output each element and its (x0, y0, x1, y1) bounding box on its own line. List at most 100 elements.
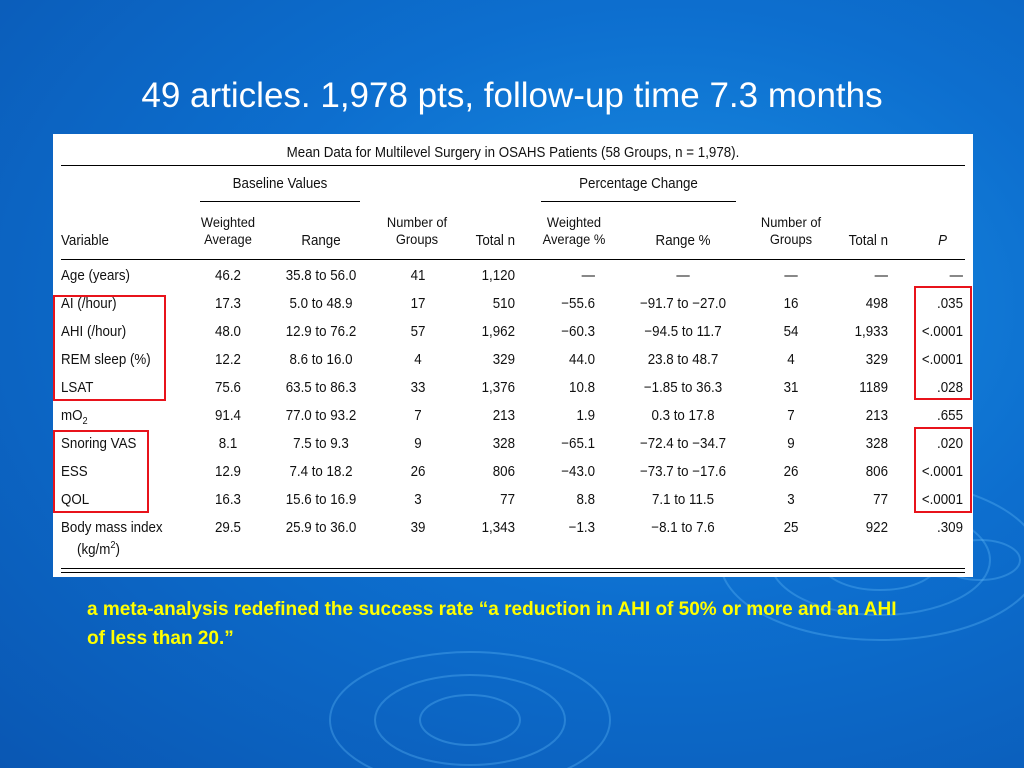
caption-text: a meta-analysis redefined the success ra… (87, 599, 897, 649)
col-header-total-n-2: Total n (848, 233, 888, 249)
table-cell-groups: 33 (410, 380, 426, 396)
percentage-group-rule (541, 201, 736, 202)
data-table: Mean Data for Multilevel Surgery in OSAH… (53, 134, 973, 577)
table-cell-total2: 1189 (859, 380, 888, 396)
table-cell-groups: 4 (414, 352, 422, 368)
table-cell-wavg: 91.4 (215, 408, 241, 424)
table-cell-groups: 41 (410, 268, 426, 284)
table-cell-total: 1,120 (481, 268, 515, 284)
table-cell-wavg-pct: −65.1 (561, 436, 595, 452)
table-cell-range-pct: −8.1 to 7.6 (651, 520, 715, 536)
table-cell-range-pct: −72.4 to −34.7 (639, 436, 727, 452)
table-cell-range-pct: — (676, 268, 690, 284)
table-cell-variable: QOL (61, 492, 90, 508)
table-title: Mean Data for Multilevel Surgery in OSAH… (286, 145, 740, 161)
table-cell-total2: 213 (865, 408, 888, 424)
table-cell-groups: 3 (414, 492, 422, 508)
table-cell-range-pct: −94.5 to 11.7 (644, 324, 722, 340)
table-cell-groups: 17 (410, 296, 426, 312)
slide-title: 49 articles. 1,978 pts, follow-up time 7… (141, 76, 883, 115)
table-cell-wavg-pct: −60.3 (561, 324, 595, 340)
table-cell-range: 15.6 to 16.9 (285, 492, 357, 508)
table-cell-total: 806 (492, 464, 515, 480)
col-header-total-n: Total n (475, 233, 515, 249)
table-cell-total2: 806 (865, 464, 888, 480)
table-cell-range: 77.0 to 93.2 (285, 408, 357, 424)
table-cell-p: .020 (937, 436, 963, 452)
table-cell-wavg: 48.0 (215, 324, 241, 340)
table-cell-p: <.0001 (921, 492, 963, 508)
table-cell-total: 213 (492, 408, 515, 424)
table-cell-groups2: 54 (783, 324, 799, 340)
table-cell-p: <.0001 (921, 324, 963, 340)
table-cell-groups2: 7 (787, 408, 795, 424)
table-cell-wavg: 8.1 (218, 436, 238, 452)
table-cell-variable: AHI (/hour) (61, 324, 127, 340)
table-cell-groups2: 3 (787, 492, 795, 508)
table-cell-range-pct: −91.7 to −27.0 (639, 296, 727, 312)
table-cell-groups2: — (784, 268, 798, 284)
baseline-group-rule (200, 201, 360, 202)
col-header-number-of-groups-2: Number of Groups (760, 214, 822, 247)
table-cell-p: .655 (937, 408, 963, 424)
table-cell-total2: 498 (865, 296, 888, 312)
table-cell-groups: 7 (414, 408, 422, 424)
table-cell-wavg-pct: 10.8 (569, 380, 595, 396)
table-cell-p: — (949, 268, 963, 284)
table-cell-wavg-pct: — (581, 268, 595, 284)
col-header-weighted-average-pct: Weighted Average % (542, 214, 606, 247)
table-cell-total2: 329 (865, 352, 888, 368)
table-cell-groups2: 31 (783, 380, 799, 396)
table-cell-groups2: 26 (783, 464, 799, 480)
bottom-rule-1 (61, 568, 965, 569)
table-cell-wavg-pct: 44.0 (569, 352, 595, 368)
table-cell-variable: ESS (61, 464, 88, 480)
table-cell-total: 328 (492, 436, 515, 452)
col-header-range: Range (301, 233, 341, 249)
table-cell-range: 12.9 to 76.2 (285, 324, 357, 340)
table-cell-total2: 328 (865, 436, 888, 452)
table-cell-groups: 39 (410, 520, 426, 536)
table-cell-total: 329 (492, 352, 515, 368)
table-cell-variable: Body mass index (61, 520, 163, 536)
table-cell-variable: LSAT (61, 380, 94, 396)
table-cell-range: 7.5 to 9.3 (293, 436, 349, 452)
table-cell-wavg-pct: −43.0 (561, 464, 595, 480)
baseline-values-header: Baseline Values (232, 176, 328, 192)
table-cell-groups2: 9 (787, 436, 795, 452)
table-cell-wavg: 75.6 (215, 380, 241, 396)
table-cell-variable: Snoring VAS (61, 436, 137, 452)
table-cell-wavg: 29.5 (215, 520, 241, 536)
highlight-box-p-1 (914, 286, 972, 400)
table-cell-range-pct: 23.8 to 48.7 (647, 352, 719, 368)
table-cell-total: 1,962 (481, 324, 515, 340)
table-cell-range: 7.4 to 18.2 (289, 464, 353, 480)
table-cell-groups: 57 (410, 324, 426, 340)
table-cell-range-pct: −73.7 to −17.6 (639, 464, 727, 480)
table-cell-variable: mO2 (61, 408, 88, 427)
table-cell-range-pct: 0.3 to 17.8 (651, 408, 715, 424)
table-cell-total2: 1,933 (854, 324, 888, 340)
percentage-change-header: Percentage Change (579, 176, 698, 192)
table-cell-groups: 26 (410, 464, 426, 480)
col-header-range-pct: Range % (655, 233, 711, 249)
table-cell-groups2: 25 (783, 520, 799, 536)
table-cell-p: <.0001 (921, 464, 963, 480)
table-cell-wavg-pct: 1.9 (576, 408, 595, 424)
table-cell-range: 5.0 to 48.9 (289, 296, 353, 312)
table-cell-groups2: 16 (783, 296, 799, 312)
header-rule (61, 259, 965, 260)
table-cell-total2: 77 (873, 492, 888, 508)
table-cell-total: 1,376 (481, 380, 515, 396)
table-cell-range-pct: 7.1 to 11.5 (651, 492, 715, 508)
highlight-box-variables-1 (53, 295, 166, 401)
table-cell-wavg: 12.9 (215, 464, 241, 480)
col-header-number-of-groups: Number of Groups (386, 214, 448, 247)
table-cell-total2: 922 (865, 520, 888, 536)
table-cell-wavg-pct: −55.6 (561, 296, 595, 312)
table-cell-variable-line2: (kg/m2) (77, 540, 120, 558)
table-cell-groups: 9 (414, 436, 422, 452)
table-cell-wavg-pct: −1.3 (568, 520, 595, 536)
table-cell-range: 8.6 to 16.0 (289, 352, 353, 368)
table-cell-wavg: 46.2 (215, 268, 241, 284)
